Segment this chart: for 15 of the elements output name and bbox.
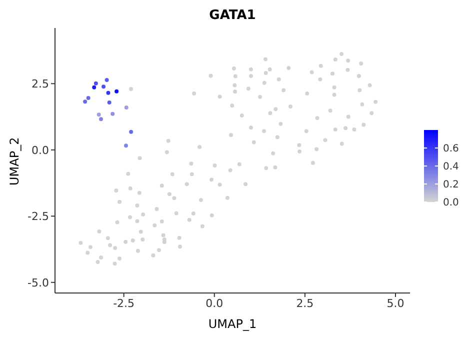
x-tick-label: -2.5 — [113, 296, 135, 310]
color-bar-label: 0.0 — [443, 198, 459, 208]
x-tick-label: 2.5 — [296, 296, 314, 310]
y-tick-label: -5.0 — [28, 276, 49, 290]
color-bar-label: 0.6 — [443, 144, 459, 154]
color-bar-label: 0.2 — [443, 180, 459, 190]
x-tick-label: 5.0 — [386, 296, 404, 310]
color-bar-label: 0.4 — [443, 162, 459, 172]
x-axis-title: UMAP_1 — [208, 317, 257, 331]
y-tick-label: 2.5 — [32, 78, 49, 91]
chart-title: GATA1 — [208, 8, 257, 23]
y-tick-label: 0.0 — [32, 144, 49, 157]
y-axis-title: UMAP_2 — [7, 137, 22, 186]
x-tick-label: 0.0 — [206, 296, 224, 310]
y-tick-label: -2.5 — [28, 210, 49, 224]
